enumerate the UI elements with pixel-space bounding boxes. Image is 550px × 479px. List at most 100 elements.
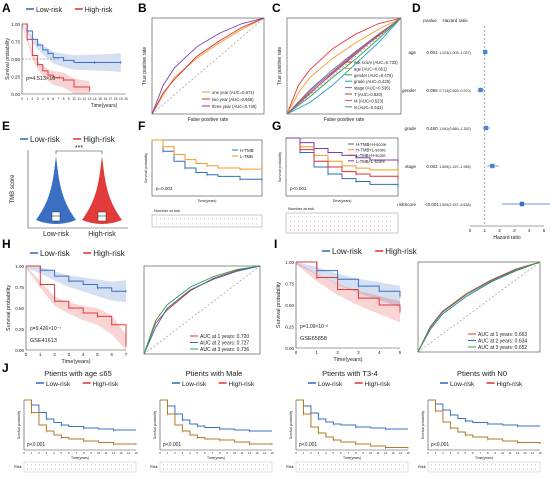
panel-letter-d: D (412, 1, 421, 15)
km-curve-L-TMB+L-score (286, 137, 399, 162)
f-pvalue: p=0.003 (156, 186, 173, 191)
g-risk-title: Number at risk (288, 206, 314, 211)
a-xtick: 17 (109, 97, 113, 101)
g-legend-label-0: H-TMB+H-score (356, 142, 387, 147)
h-ytick: 0.25 (15, 327, 24, 332)
j-xtick-2: 7 (347, 451, 349, 455)
j-xtick-3: 12 (516, 451, 520, 455)
j-ylabel-3: Survival probability (421, 410, 425, 439)
j-xtick-0: 9 (90, 451, 92, 455)
ci-band-Low-risk (296, 262, 400, 308)
a-xtick: 2 (32, 97, 34, 101)
c-legend-label-5: T (AUC=0.520) (354, 92, 383, 97)
b-frame (151, 17, 265, 115)
j-xtick-2: 11 (377, 451, 380, 455)
panel-letter-b: B (138, 1, 147, 15)
h-ytick: 1.00 (15, 264, 24, 269)
j-risk-table-2 (295, 461, 409, 473)
d-row-hr-2: 1.081(0.869–1.352) (439, 127, 470, 131)
e-xtick-0: Low-risk (43, 231, 70, 238)
h-ytick: 0.75 (15, 285, 24, 290)
j-legend-0-label-0: Low-risk (46, 381, 71, 388)
h-legend-label-0: Low-risk (40, 249, 71, 258)
c-legend-label-1: age (AUC=0.661) (354, 66, 387, 71)
j-xtick-0: 1 (31, 451, 33, 455)
km-curve-H-TMB+H-score (286, 137, 399, 188)
g-ylabel: Survival probability (278, 152, 282, 182)
c-roc-6 (286, 17, 402, 115)
b-roc-0 (151, 17, 265, 115)
d-row-p-4: <0.001 (425, 202, 439, 207)
i-auc-label-2: AUC at 3 years: 0.652 (478, 345, 527, 351)
ci-band-Low-risk (22, 24, 121, 72)
f-risk-title: Number at risk (154, 208, 180, 213)
c-roc-2 (286, 17, 402, 115)
j-xtick-0: 0 (23, 451, 25, 455)
d-row-p-0: 0.001 (426, 50, 438, 55)
c-legend-label-0: risk score (AUC=0.733) (354, 60, 398, 65)
j-risk-table-3 (427, 461, 541, 473)
a-ytick: 0.25 (11, 75, 20, 80)
h-roc-roc-2 (143, 265, 261, 355)
i-xtick: 2 (336, 350, 339, 355)
d-row-hr-4: 3.509(2.157–5.638) (439, 203, 470, 207)
j-legend-1-label-0: Low-risk (182, 381, 207, 388)
j-xlabel-0: Time(years) (71, 456, 89, 460)
e-violin-0 (36, 156, 76, 224)
a-legend-label-0: Low-risk (36, 7, 63, 14)
h-roc-frame (143, 265, 261, 355)
j-xtick-1: 5 (197, 451, 199, 455)
j-xtick-0: 14 (127, 451, 131, 455)
h-xtick: 0 (25, 352, 28, 357)
i-auc-label-0: AUC at 1 years: 0.663 (478, 332, 527, 338)
i-xtick: 5 (399, 350, 402, 355)
j-risk-0: Risk (14, 464, 22, 469)
j-legend-0-label-1: High-risk (93, 381, 119, 388)
d-xtick: 5 (543, 228, 546, 233)
j-xtick-3: 0 (427, 451, 429, 455)
j-xtick-3: 11 (509, 451, 512, 455)
km-curve-High-risk (26, 265, 127, 346)
j-pvalue-0: p<0.001 (27, 442, 45, 448)
j-risk-3: Risk (418, 464, 426, 469)
j-xtick-3: 8 (487, 451, 489, 455)
ci-band-Low-risk (26, 266, 126, 303)
h-ytick: 0.00 (15, 348, 24, 353)
h-dataset: GSE41613 (30, 338, 57, 344)
j-xtick-3: 13 (524, 451, 528, 455)
a-xtick: 14 (93, 97, 97, 101)
j-xtick-2: 14 (399, 451, 403, 455)
j-xtick-0: 4 (53, 451, 55, 455)
j-xtick-2: 15 (406, 451, 410, 455)
j-xtick-1: 1 (167, 451, 169, 455)
d-row-name-0: age (408, 50, 416, 55)
f-xlabel: Time(years) (197, 199, 216, 203)
a-legend-label-1: High-risk (85, 7, 113, 14)
j-xtick-1: 3 (182, 451, 184, 455)
j-xtick-1: 11 (241, 451, 244, 455)
d-point-0 (482, 49, 488, 55)
j-legend-2-label-0: Low-risk (318, 381, 343, 388)
j-title-0: Ptients with age ≤65 (44, 369, 112, 378)
b-legend-label-2: three year (AUC=0.745) (212, 104, 257, 109)
c-diagonal (286, 17, 402, 115)
a-xtick: 9 (68, 97, 70, 101)
a-xtick: 3 (37, 97, 39, 101)
d-xtick: 2 (498, 228, 501, 233)
i-roc-roc-1 (417, 261, 541, 353)
e-legend-label-1: High-risk (83, 135, 116, 144)
f-ylabel: Survival probability (144, 153, 148, 183)
j-xtick-0: 3 (46, 451, 48, 455)
panel-letter-f: F (138, 119, 145, 133)
h-auc-label-0: AUC at 1 years: 0.720 (200, 334, 249, 340)
h-xtick: 5 (96, 352, 99, 357)
f-frame (151, 139, 263, 197)
d-row-hr-0: 1.023(1.009–1.037) (439, 51, 470, 55)
h-pvalue: p=9.426×10⁻⁷ (30, 326, 61, 332)
j-legend-2-label-1: High-risk (365, 381, 391, 388)
d-row-name-3: stage (405, 164, 417, 169)
j-xtick-3: 4 (457, 451, 459, 455)
panel-letter-j: J (2, 361, 9, 375)
